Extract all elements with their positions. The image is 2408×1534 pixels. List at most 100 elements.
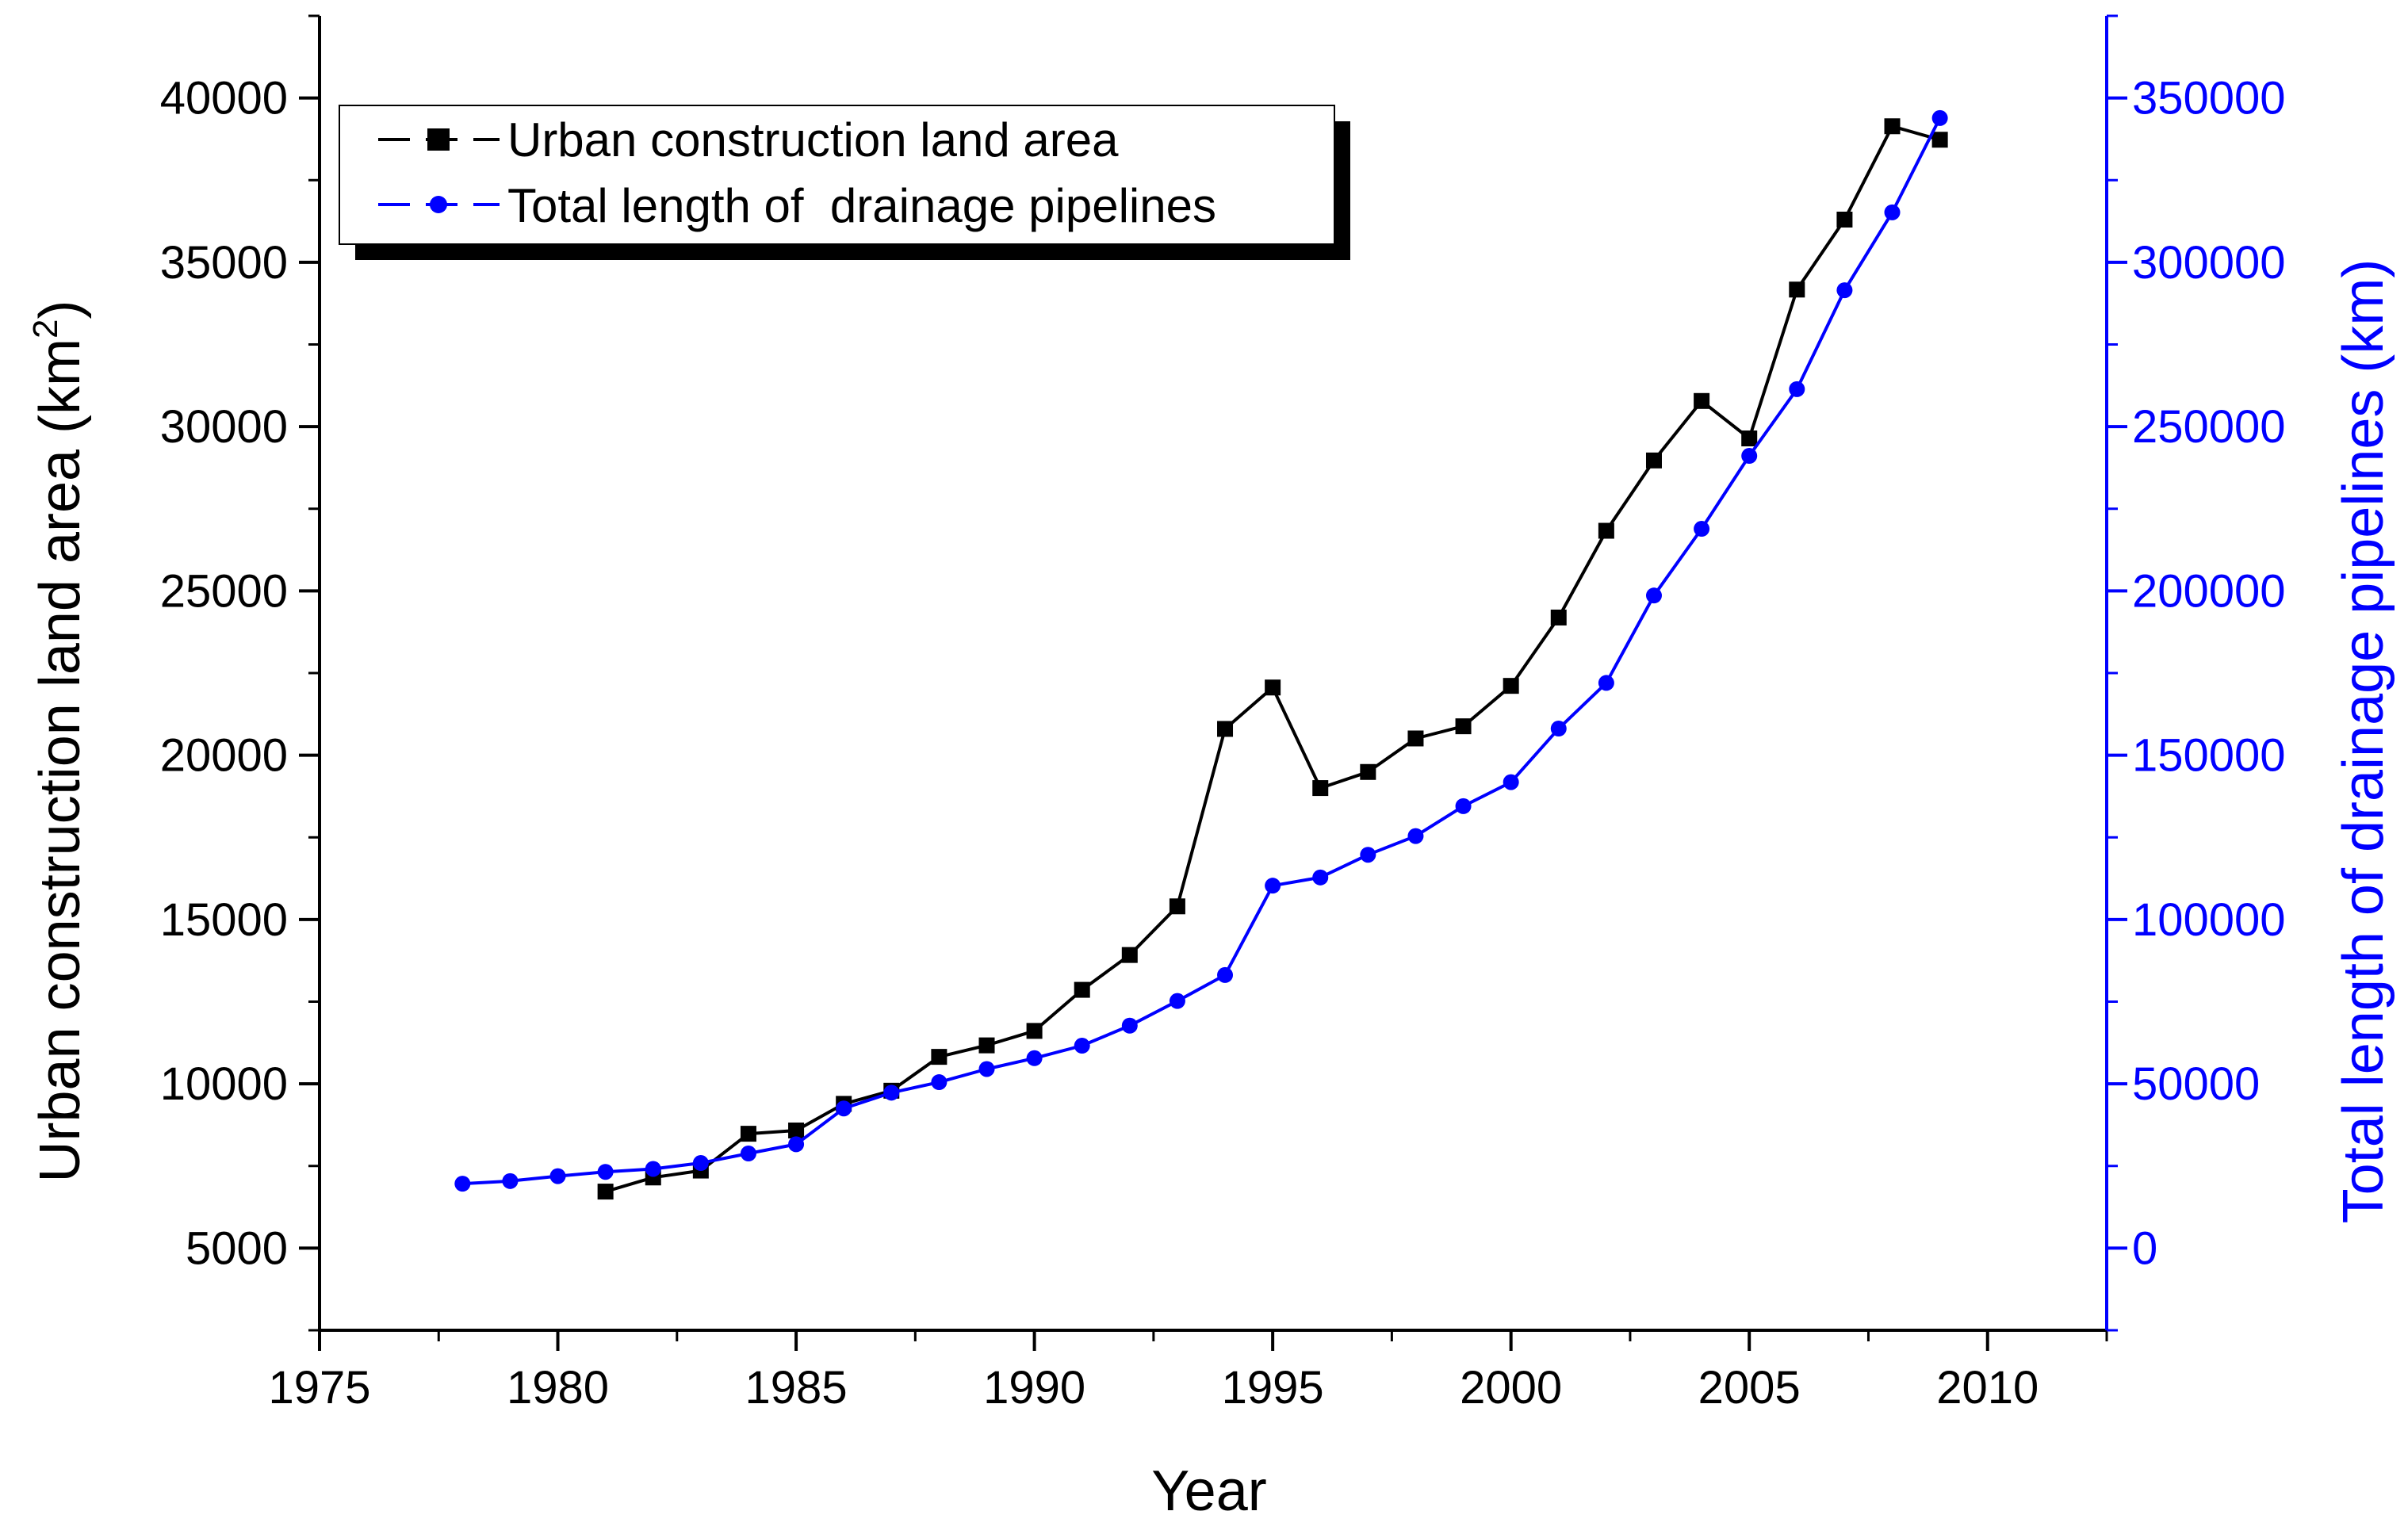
- ticks: 1975 1980 1985 1990 1995 2000 2005 2010 5000 1000…: [160, 14, 2286, 1413]
- legend: Urban construction land area Total lengt…: [339, 105, 1350, 260]
- data-point: [1836, 211, 1853, 228]
- data-point: [1074, 1038, 1090, 1054]
- data-point: [1455, 718, 1472, 735]
- data-point: [1312, 780, 1329, 797]
- data-point: [597, 1164, 614, 1180]
- data-point: [1789, 381, 1805, 397]
- y-right-tick-label: 300000: [2132, 237, 2286, 289]
- data-point: [1169, 993, 1185, 1009]
- data-point: [931, 1049, 948, 1065]
- series-layer: [454, 109, 1948, 1200]
- data-point: [1360, 763, 1376, 780]
- series-line: [462, 117, 1942, 1186]
- legend-label-drainage: Total length of drainage pipelines: [507, 179, 1216, 232]
- data-point: [1836, 282, 1853, 299]
- y-right-tick-label: 100000: [2132, 894, 2286, 946]
- data-point: [1550, 721, 1567, 737]
- data-point: [1931, 132, 1948, 148]
- data-point: [1931, 109, 1948, 126]
- data-point: [1026, 1050, 1043, 1066]
- data-point: [883, 1085, 900, 1101]
- data-point: [1407, 828, 1424, 844]
- x-tick-label: 2005: [1698, 1362, 1801, 1413]
- data-point: [1741, 448, 1758, 465]
- data-point: [549, 1168, 566, 1184]
- data-point: [1789, 281, 1805, 298]
- data-point: [1503, 678, 1519, 694]
- data-point: [788, 1122, 805, 1138]
- data-point: [931, 1074, 948, 1091]
- data-point: [1312, 869, 1329, 886]
- legend-marker-circle: [430, 196, 447, 213]
- data-point: [1169, 898, 1185, 915]
- x-tick-label: 1980: [507, 1362, 609, 1413]
- data-point: [1455, 798, 1472, 814]
- y-left-tick-label: 30000: [160, 401, 288, 453]
- data-point: [1265, 679, 1281, 696]
- y-left-tick-label: 15000: [160, 894, 288, 946]
- data-point: [1598, 522, 1614, 539]
- data-point: [692, 1155, 709, 1172]
- data-point: [978, 1061, 995, 1077]
- data-point: [1550, 609, 1567, 625]
- data-point: [645, 1161, 661, 1177]
- data-point: [1217, 721, 1234, 737]
- data-point: [502, 1172, 519, 1189]
- data-point: [978, 1037, 995, 1054]
- data-point: [1741, 430, 1758, 447]
- x-tick-label: 1985: [745, 1362, 848, 1413]
- data-point: [1884, 204, 1901, 220]
- data-point: [1645, 587, 1662, 604]
- y-right-tick-label: 150000: [2132, 730, 2286, 782]
- data-point: [1074, 981, 1090, 998]
- y-axis-left-title-superscript: 2: [26, 319, 65, 339]
- series-1: [454, 109, 1948, 1192]
- y-right-tick-label: 350000: [2132, 73, 2286, 124]
- data-point: [1026, 1023, 1043, 1039]
- data-point: [1598, 675, 1614, 691]
- y-right-tick-label: 250000: [2132, 401, 2286, 453]
- data-point: [1217, 966, 1234, 983]
- x-tick-label: 1990: [983, 1362, 1085, 1413]
- y-left-tick-label: 5000: [186, 1222, 288, 1274]
- y-right-tick-label: 200000: [2132, 565, 2286, 617]
- data-point: [740, 1126, 756, 1142]
- y-left-tick-label: 40000: [160, 73, 288, 124]
- data-point: [1503, 774, 1519, 790]
- data-point: [740, 1145, 756, 1161]
- x-tick-label: 2000: [1460, 1362, 1562, 1413]
- y-left-tick-label: 35000: [160, 237, 288, 289]
- data-point: [1694, 392, 1710, 409]
- x-tick-label: 2010: [1936, 1362, 2039, 1413]
- legend-item-urban-land: Urban construction land area: [378, 113, 1119, 166]
- data-point: [1265, 878, 1281, 894]
- y-left-tick-label: 10000: [160, 1058, 288, 1110]
- y-right-tick-label: 0: [2132, 1222, 2157, 1274]
- y-axis-left-title-close: ): [29, 300, 92, 319]
- y-axis-left-title-main: Urban construction land area (km: [29, 339, 92, 1183]
- y-right-tick-label: 50000: [2132, 1058, 2260, 1110]
- data-point: [1884, 118, 1901, 135]
- legend-box: [339, 105, 1335, 245]
- data-point: [454, 1176, 471, 1192]
- y-axis-right-title: Total length of drainage pipelines (km): [2332, 259, 2395, 1224]
- legend-label-urban-land: Urban construction land area: [507, 113, 1119, 166]
- x-tick-label: 1995: [1222, 1362, 1324, 1413]
- data-point: [1407, 730, 1424, 747]
- data-point: [1645, 452, 1662, 469]
- y-axis-left-title: Urban construction land area (km2): [26, 300, 92, 1183]
- data-point: [1360, 847, 1376, 863]
- data-point: [597, 1184, 614, 1200]
- data-point: [1121, 947, 1138, 963]
- y-left-tick-label: 25000: [160, 565, 288, 617]
- legend-marker-square: [427, 128, 450, 151]
- data-point: [1121, 1017, 1138, 1034]
- data-point: [836, 1100, 852, 1117]
- x-axis-title: Year: [1151, 1459, 1266, 1523]
- data-point: [788, 1136, 805, 1153]
- x-tick-label: 1975: [268, 1362, 370, 1413]
- data-point: [1694, 521, 1710, 537]
- legend-item-drainage: Total length of drainage pipelines: [378, 179, 1216, 232]
- y-left-tick-label: 20000: [160, 730, 288, 782]
